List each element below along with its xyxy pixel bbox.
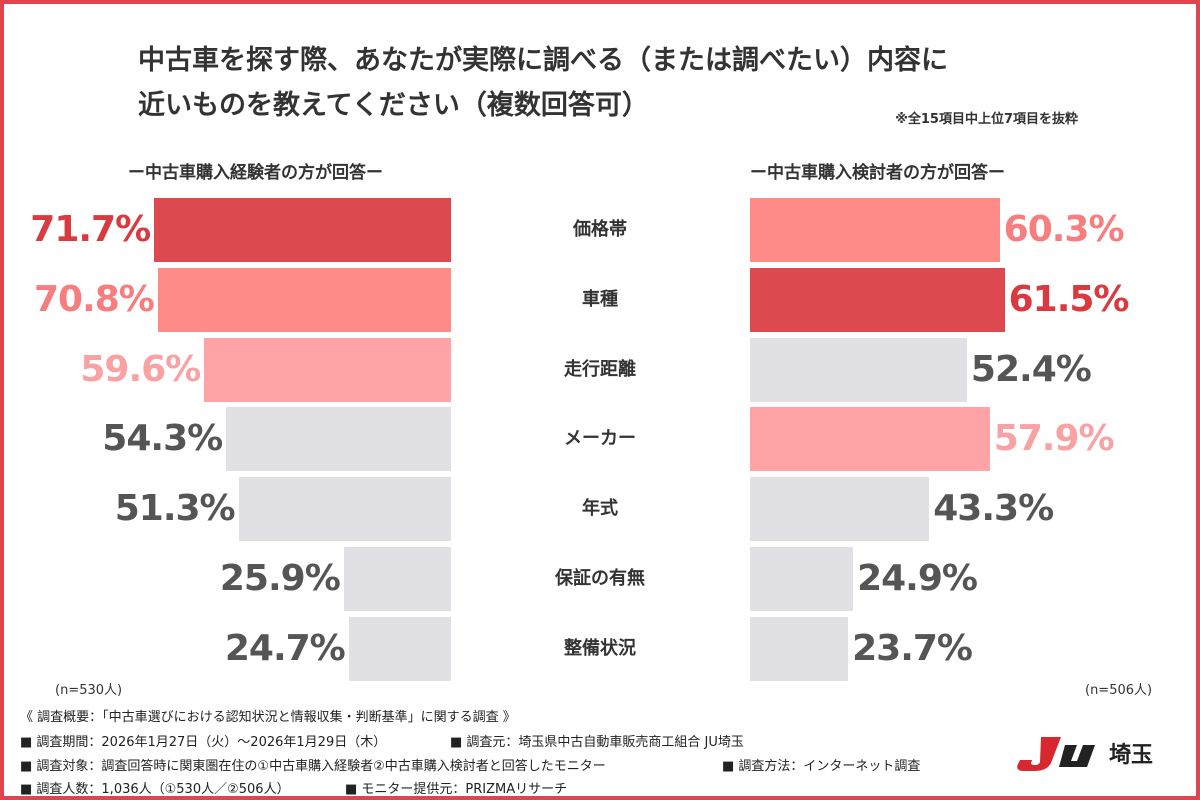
chart-note: ※全15項目中上位7項目を抜粋 [895,112,1078,127]
left-value-label: 25.9% [219,558,341,599]
right-value-label: 60.3% [1003,209,1125,250]
category-label: 走行距離 [564,358,636,380]
right-bar [750,547,854,611]
right-value-label: 43.3% [933,488,1054,530]
left-value-label: 54.3% [102,418,223,460]
right-series-title: ー中古車購入検討者の方が回答ー [750,163,1005,183]
left-value-label: 71.7% [30,209,151,250]
left-bar [343,547,451,611]
category-label: 年式 [582,498,618,520]
category-label: 整備状況 [564,637,636,659]
left-bar [348,616,451,681]
footer-monitor: ■ モニター提供元：PRIZMAリサーチ [345,782,568,797]
left-value-label: 24.7% [224,627,346,669]
right-bar [750,198,1000,262]
right-bar [750,616,849,681]
category-label: 保証の有無 [555,568,645,589]
right-value-label: 57.9% [993,418,1115,460]
category-label: 車種 [582,288,618,310]
ju-saitama-logo: 埼玉 [1015,735,1153,771]
left-value-label: 70.8% [33,278,155,320]
left-value-label: 59.6% [80,348,201,390]
footer-summary: 《 調査概要：「中古車選びにおける認知状況と情報収集・判断基準」に関する調査 》 [20,710,516,725]
logo-text: 埼玉 [1109,743,1154,768]
category-label: 価格帯 [573,219,627,240]
footer-source: ■ 調査元：埼玉県中古自動車販売商工組合 JU埼玉 [450,735,744,750]
footer-method: ■ 調査方法：インターネット調査 [722,759,921,774]
right-bar [750,477,930,542]
left-bar [226,407,451,472]
left-series-title: ー中古車購入経験者の方が回答ー [128,163,383,183]
ju-logo-icon [1017,737,1095,771]
chart-title-line1: 中古車を探す際、あなたが実際に調べる（または調べたい）内容に [138,45,948,76]
left-bar [157,267,451,332]
right-value-label: 52.4% [970,348,1092,390]
right-sample-size: (n=506人) [1085,683,1153,698]
footer-period: ■ 調査期間：2026年1月27日（火）〜2026年1月29日（木） [20,735,387,750]
left-bar [154,198,451,262]
right-bar [750,407,990,472]
footer-count: ■ 調査人数：1,036人（①530人／②506人） [20,782,290,797]
left-value-label: 51.3% [114,488,236,530]
left-bar [204,337,451,402]
chart-title-line2: 近いものを教えてください（複数回答可） [138,90,649,121]
left-bar [238,477,451,542]
footer-target: ■ 調査対象：調査回答時に関東圏在住の①中古車購入経験者②中古車購入検討者と回答… [20,759,606,774]
left-sample-size: (n=530人) [55,683,123,698]
right-value-label: 61.5% [1008,278,1130,320]
right-value-label: 24.9% [857,558,978,599]
right-bar [750,337,967,402]
right-value-label: 23.7% [852,627,973,669]
right-bar [750,267,1005,332]
category-label: メーカー [564,428,636,450]
